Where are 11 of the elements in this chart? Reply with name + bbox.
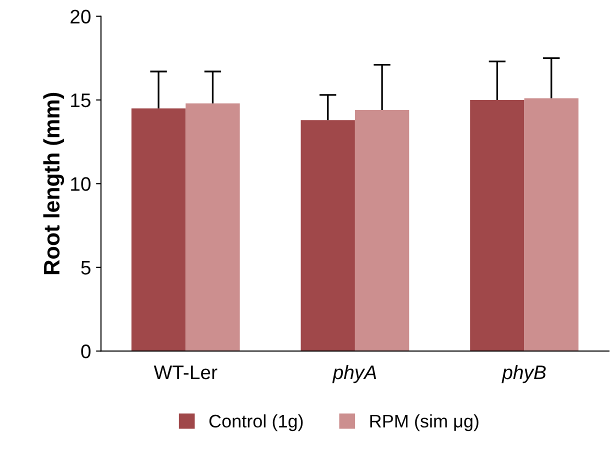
y-tick-label: 5: [81, 261, 90, 275]
y-tick-label: 0: [81, 344, 90, 358]
x-tick-label: phyA: [332, 364, 376, 384]
x-tick-label: WT-Ler: [154, 366, 218, 380]
y-tick-label: 10: [71, 177, 90, 191]
y-tick-label: 20: [70, 10, 90, 24]
y-axis-title: Root length (mm): [43, 92, 64, 274]
x-tick-label: phyB: [502, 364, 546, 384]
legend-label: Control (1g): [209, 414, 303, 432]
y-tick-label: 15: [71, 94, 90, 108]
legend-label: RPM (sim μg): [370, 414, 478, 432]
